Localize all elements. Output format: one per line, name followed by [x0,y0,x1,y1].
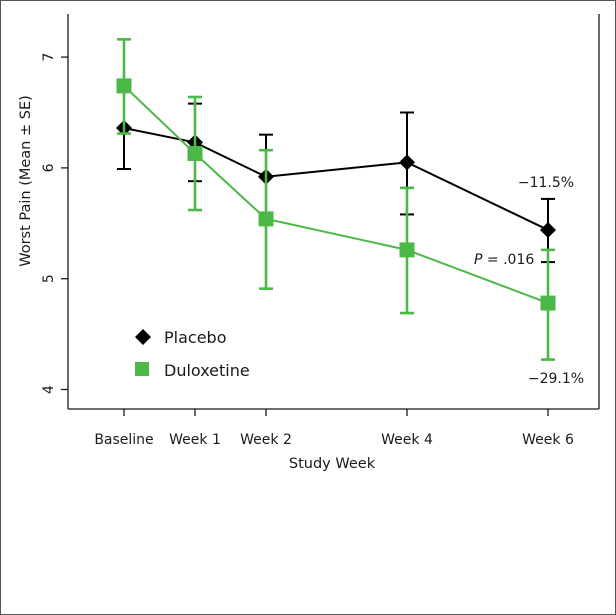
legend-duloxetine-label: Duloxetine [164,361,250,380]
x-tick-label: Week 2 [240,432,292,448]
data-point [399,242,415,258]
placebo-change-annotation: −11.5% [518,175,574,191]
y-ticks: 4 5 6 7 [41,53,68,394]
p-value-text: = .016 [482,252,534,268]
p-value-symbol: P [474,252,483,268]
data-point [399,154,415,171]
y-tick-label: 4 [41,385,57,394]
data-point [540,295,556,311]
series-line [123,85,549,305]
y-axis-label: Worst Pain (Mean ± SE) [18,95,34,267]
x-tick-label: Week 1 [169,432,221,448]
p-value-annotation: P = .016 [474,252,534,268]
legend: Placebo Duloxetine [135,328,250,380]
series-line [123,127,549,231]
y-tick-label: 5 [41,274,57,283]
series-layer [116,38,556,361]
x-ticks: Baseline Week 1 Week 2 Week 4 Week 6 [94,409,574,448]
series-placebo [116,86,556,264]
x-tick-label: Baseline [94,432,153,448]
data-point [187,145,203,161]
x-axis-label: Study Week [289,456,376,472]
y-tick-label: 7 [41,53,57,62]
x-tick-label: Week 4 [381,432,433,448]
legend-placebo-label: Placebo [164,328,226,347]
duloxetine-change-annotation: −29.1% [528,371,584,387]
series-duloxetine [116,38,556,361]
data-point [258,211,274,227]
x-tick-label: Week 6 [522,432,574,448]
data-point [540,221,556,238]
data-point [116,78,132,94]
y-tick-label: 6 [41,163,57,172]
legend-duloxetine-marker [135,362,149,376]
legend-placebo-marker [135,329,151,345]
